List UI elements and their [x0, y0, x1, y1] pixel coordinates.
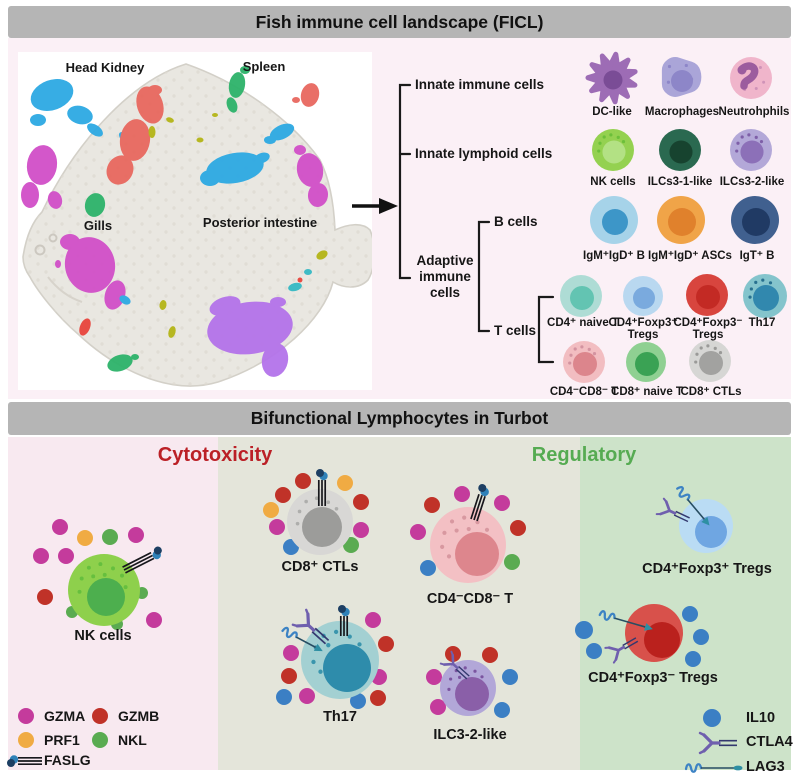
umap-cluster-blob — [304, 269, 312, 275]
umap-cluster-blob — [264, 136, 276, 144]
turbot-umap-illustration — [21, 63, 376, 387]
umap-cluster-blob — [294, 145, 306, 155]
umap-cluster-blob — [296, 153, 324, 187]
umap-cluster-blob — [269, 123, 295, 141]
tree-branch-b-cells: B cells — [494, 214, 538, 229]
umap-cluster-blob — [148, 85, 162, 95]
umap-cluster-blob — [226, 97, 238, 113]
bottom-section-title: Bifunctional Lymphocytes in Turbot — [8, 402, 791, 435]
umap-cluster-blob — [270, 297, 286, 307]
umap-cluster-blob — [55, 260, 61, 268]
umap-cluster-blob — [136, 86, 164, 124]
regulatory-heading: Regulatory — [531, 444, 637, 466]
umap-cluster-blob — [292, 97, 300, 103]
umap-cluster-blob — [30, 114, 46, 126]
umap-cluster-blob — [107, 354, 133, 372]
umap-cluster-blob — [84, 193, 106, 217]
umap-cluster-blob — [316, 250, 328, 260]
umap-cluster-blob — [300, 83, 320, 107]
fish-eye-icon — [48, 233, 58, 243]
umap-cluster-blob — [159, 300, 167, 310]
top-section-title: Fish immune cell landscape (FICL) — [8, 6, 791, 38]
umap-cluster-blob — [30, 79, 74, 111]
umap-cluster-blob — [261, 343, 289, 377]
umap-cluster-blob — [196, 137, 204, 143]
umap-cluster-blob — [26, 145, 58, 185]
umap-cluster-blob — [79, 318, 91, 336]
umap-clusters — [21, 66, 329, 377]
umap-cluster-blob — [64, 237, 116, 293]
cytotoxicity-heading: Cytotoxicity — [157, 444, 273, 466]
umap-cluster-blob — [47, 191, 63, 209]
umap-cluster-blob — [148, 126, 156, 138]
cytotoxicity-panel — [8, 437, 218, 770]
umap-cluster-blob — [21, 182, 39, 208]
umap-cluster-blob — [168, 326, 176, 338]
umap-fish-panel — [18, 52, 376, 390]
tree-branch-innate-lymphoid: Innate lymphoid cells — [415, 146, 553, 161]
umap-cluster-blob — [240, 66, 250, 74]
tree-branch-innate-immune: Innate immune cells — [415, 77, 545, 92]
umap-cluster-blob — [254, 152, 270, 164]
umap-cluster-blob — [206, 152, 264, 184]
umap-cluster-blob — [106, 155, 134, 185]
umap-cluster-blob — [307, 183, 329, 207]
umap-cluster-blob — [60, 234, 80, 250]
fish-eye-icon — [34, 244, 46, 256]
umap-cluster-blob — [209, 296, 241, 316]
umap-cluster-blob — [212, 113, 218, 117]
bifunctional-middle-panel — [218, 437, 580, 770]
tree-branch-t-cells: T cells — [494, 323, 537, 338]
umap-cluster-blob — [288, 282, 302, 292]
umap-cluster-blob — [297, 277, 303, 283]
umap-cluster-blob — [87, 123, 103, 137]
tree-branch-adaptive: Adaptive immune cells — [416, 253, 474, 300]
umap-cluster-blob — [166, 117, 174, 123]
umap-cluster-blob — [104, 280, 126, 310]
fish-gill-line — [47, 276, 83, 303]
umap-cluster-blob — [119, 119, 151, 161]
regulatory-panel — [580, 437, 791, 770]
umap-cluster-blob — [67, 105, 93, 125]
umap-cluster-blob — [131, 354, 139, 360]
umap-cluster-blob — [207, 301, 293, 355]
umap-cluster-blob — [200, 170, 220, 186]
umap-cluster-blob — [119, 295, 131, 305]
umap-cluster-blob — [228, 72, 246, 98]
